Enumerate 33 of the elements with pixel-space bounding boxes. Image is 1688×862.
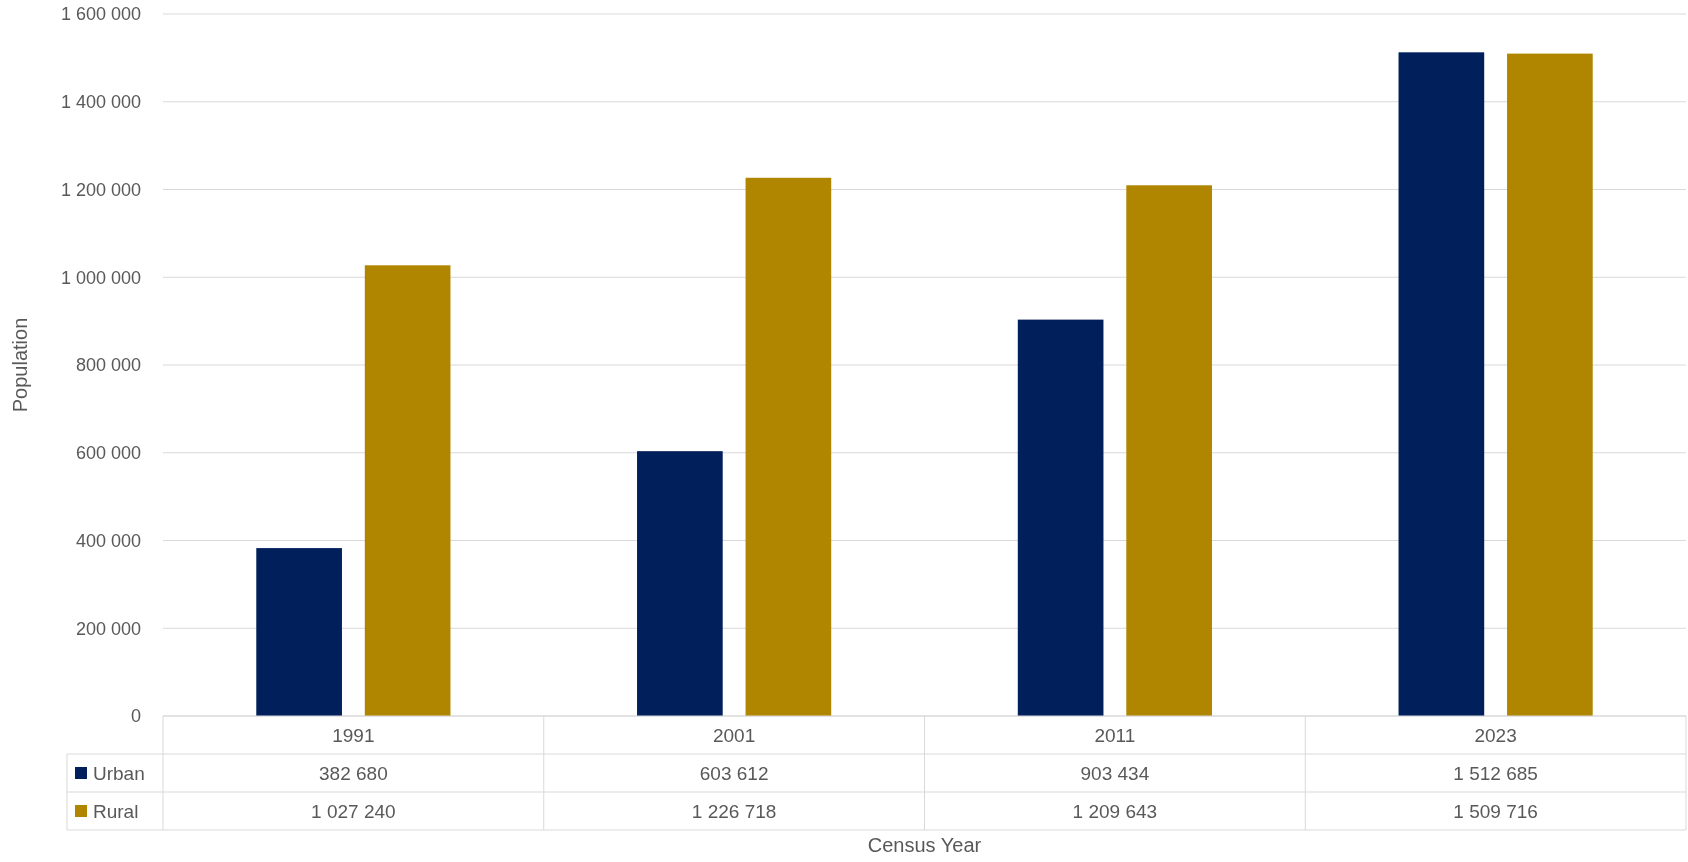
data-label: 1 509 716	[1453, 800, 1538, 822]
data-label: 1 226 718	[691, 800, 777, 822]
y-tick-label: 600 000	[75, 443, 141, 464]
legend-label: Rural	[93, 800, 139, 822]
x-tick-label: 2023	[1474, 724, 1517, 746]
x-tick-label: 2001	[712, 724, 756, 746]
data-label: 1 512 685	[1453, 762, 1538, 784]
bar	[637, 451, 723, 716]
y-tick-label: 0	[130, 706, 141, 727]
y-tick-label: 200 000	[75, 618, 141, 639]
data-label: 382 680	[319, 762, 388, 784]
y-tick-label: 1 600 000	[60, 4, 141, 25]
data-label: 1 209 643	[1072, 800, 1158, 822]
bar	[364, 265, 451, 716]
y-axis-title: Population	[9, 317, 31, 413]
x-axis-title: Census Year	[867, 834, 982, 856]
data-label: 603 612	[699, 762, 769, 784]
y-tick-label: 1 400 000	[60, 92, 141, 113]
x-tick-label: 1991	[332, 724, 375, 746]
bar	[1507, 53, 1593, 716]
y-tick-label: 400 000	[75, 530, 141, 551]
bar	[1126, 185, 1212, 716]
y-tick-label: 1 200 000	[60, 179, 141, 200]
y-tick-label: 1 000 000	[60, 267, 141, 288]
data-label: 1 027 240	[311, 800, 396, 822]
bar	[256, 548, 342, 716]
bar	[1398, 52, 1485, 716]
x-tick-label: 2011	[1094, 724, 1136, 746]
bar	[1017, 319, 1104, 716]
y-tick-label: 800 000	[75, 355, 141, 376]
data-label: 903 434	[1080, 762, 1150, 784]
legend-label: Urban	[93, 762, 145, 784]
bar	[745, 177, 832, 716]
